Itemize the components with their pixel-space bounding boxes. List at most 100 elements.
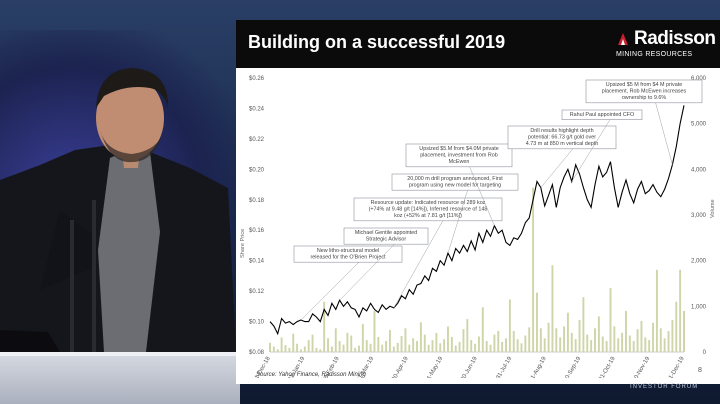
y-tick-label: $0.24 — [249, 106, 265, 112]
annotation-text: (+74% at 9.48 g/t [14%]), Inferred resou… — [369, 207, 488, 213]
podium — [0, 352, 240, 404]
x-tick-label: 30-Apr-19 — [391, 355, 410, 378]
volume-bar — [273, 347, 275, 352]
volume-bar — [640, 321, 642, 352]
annotation-text: Michael Gentile appointed — [355, 230, 417, 236]
volume-bar — [582, 297, 584, 352]
volume-bar — [385, 341, 387, 352]
y-axis-label: Share Price — [240, 229, 246, 258]
volume-bar — [292, 334, 294, 352]
volume-bar — [439, 343, 441, 352]
volume-bar — [671, 320, 673, 352]
annotation-text: Rahul Paul appointed CFO — [570, 112, 634, 118]
volume-bar — [381, 345, 383, 352]
y-tick-label: $0.08 — [249, 350, 265, 356]
x-tick-label: 30-Jun-19 — [460, 355, 479, 378]
volume-bar — [285, 345, 287, 352]
volume-bar — [548, 323, 550, 352]
company-logo: Radisson MINING RESOURCES — [616, 28, 716, 62]
logo-mark-icon — [616, 31, 630, 47]
volume-bar — [397, 343, 399, 352]
y2-axis-ticks: 0 1,000 2,000 3,000 4,000 5,000 6,000 — [691, 76, 707, 356]
podium-edge — [0, 352, 240, 356]
volume-bar — [412, 338, 414, 352]
volume-bar — [354, 348, 356, 352]
volume-bar — [621, 333, 623, 352]
volume-bar — [319, 349, 321, 352]
volume-bar — [660, 328, 662, 352]
volume-bar — [664, 338, 666, 352]
volume-bar — [315, 348, 317, 352]
x-tick-label: 30-Nov-19 — [632, 355, 652, 378]
volume-bar — [551, 265, 553, 352]
volume-bar — [470, 340, 472, 352]
volume-bar — [656, 270, 658, 352]
y-tick-label: $0.18 — [249, 198, 265, 204]
volume-bar — [490, 345, 492, 352]
volume-bar — [637, 329, 639, 352]
slide-title-bar: Building on a successful 2019 Radisson M… — [236, 20, 720, 68]
volume-bar — [343, 345, 345, 352]
y-tick-label: $0.12 — [249, 289, 265, 295]
volume-bar — [513, 331, 515, 352]
volume-bar — [497, 331, 499, 352]
x-tick-label: 30-Sep-19 — [563, 355, 583, 378]
volume-bar — [521, 343, 523, 352]
volume-bar — [559, 337, 561, 352]
volume-bar — [524, 336, 526, 352]
volume-bar — [296, 344, 298, 352]
y2-tick-label: 3,000 — [691, 213, 707, 219]
volume-bar — [683, 311, 685, 352]
volume-bar — [335, 328, 337, 352]
volume-bar — [277, 349, 279, 352]
volume-bar — [443, 339, 445, 352]
y2-tick-label: 0 — [703, 350, 707, 356]
slide-title: Building on a successful 2019 — [248, 32, 505, 53]
volume-bar — [459, 342, 461, 352]
annotation-text: program using new model for targeting — [409, 183, 501, 189]
volume-bar — [327, 338, 329, 352]
annotation-text: ownership to 9.6% — [622, 95, 667, 101]
volume-bar — [555, 328, 557, 352]
y-axis-ticks: $0.08$0.10$0.12$0.14$0.16$0.18$0.20$0.22… — [249, 76, 265, 356]
y-tick-label: $0.14 — [249, 259, 265, 265]
y-tick-label: $0.16 — [249, 228, 265, 234]
y-tick-label: $0.26 — [249, 76, 265, 82]
volume-bar — [374, 311, 376, 352]
y2-tick-label: 5,000 — [691, 122, 707, 128]
volume-bar — [346, 333, 348, 352]
x-tick-label: 31-Oct-19 — [598, 355, 617, 378]
volume-bar — [505, 338, 507, 352]
annotation-text: McEwen — [449, 159, 470, 165]
volume-bar — [563, 326, 565, 352]
annotation-leader — [656, 103, 673, 165]
volume-bar — [625, 311, 627, 352]
annotation-text: koz (+52% at 7.81 g/t [11%]) — [394, 213, 462, 219]
volume-bar — [544, 338, 546, 352]
volume-bar — [590, 340, 592, 352]
volume-bar — [366, 340, 368, 352]
volume-bar — [408, 345, 410, 352]
volume-bar — [571, 333, 573, 352]
x-tick-label: 31-Dec-19 — [667, 355, 687, 378]
volume-bar — [435, 333, 437, 352]
source-note: Source: Yahoo Finance, Radisson Mining — [256, 372, 366, 378]
logo-word: Radisson — [634, 28, 716, 50]
volume-bar — [633, 341, 635, 352]
volume-bar — [304, 347, 306, 352]
x-tick-label: 31-Jul-19 — [496, 355, 514, 378]
projection-screen: Building on a successful 2019 Radisson M… — [236, 20, 720, 384]
volume-bar — [575, 339, 577, 352]
volume-bar — [610, 288, 612, 352]
volume-bar — [668, 331, 670, 352]
page-number: 8 — [698, 367, 702, 374]
volume-bar — [428, 345, 430, 352]
volume-bar — [308, 340, 310, 352]
annotation-text: 4.73 m at 850 m vertical depth — [526, 141, 599, 147]
volume-bar — [567, 313, 569, 352]
volume-bar — [509, 299, 511, 352]
volume-bar — [404, 328, 406, 352]
volume-bar — [482, 307, 484, 352]
volume-bar — [532, 188, 534, 352]
volume-bar — [362, 324, 364, 352]
